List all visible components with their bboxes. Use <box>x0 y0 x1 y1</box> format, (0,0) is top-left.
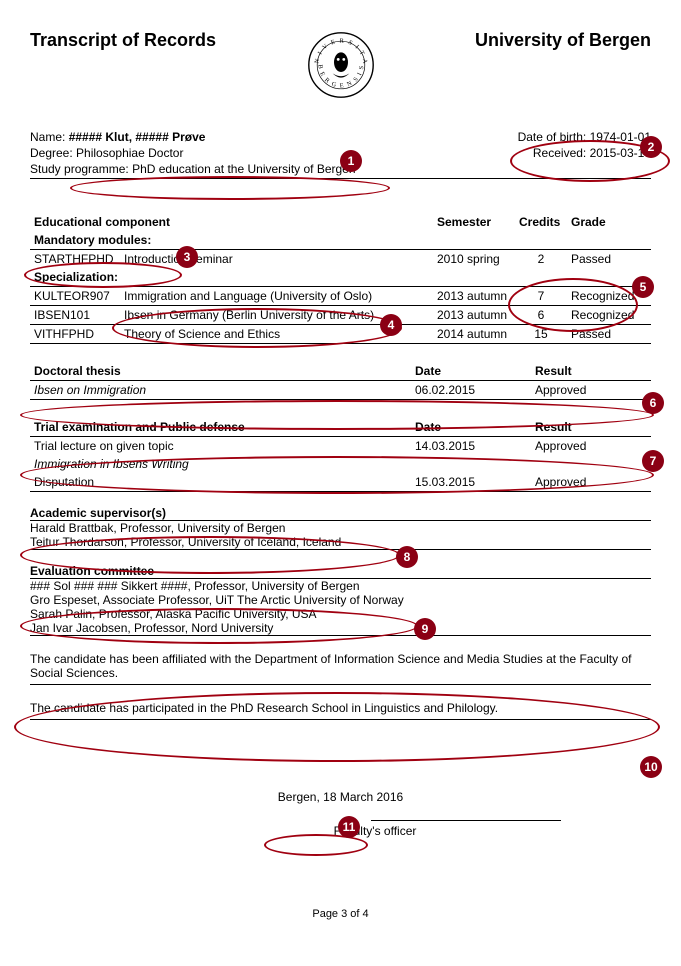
defense-row-label: Trial lecture on given topic <box>30 437 411 456</box>
mod-credits: 6 <box>515 306 567 325</box>
page-footer: Page 3 of 4 <box>30 908 651 920</box>
committee-member: Gro Espeset, Associate Professor, UiT Th… <box>30 593 651 607</box>
mod-title: Introduction seminar <box>120 250 433 269</box>
mandatory-heading: Mandatory modules: <box>30 231 651 250</box>
sig-date: 18 March 2016 <box>323 790 403 804</box>
programme-label: Study programme: <box>30 162 129 176</box>
sig-place: Bergen, <box>278 790 320 804</box>
modules-table: Educational component Semester Credits G… <box>30 213 651 344</box>
defense-row-result: Approved <box>531 473 651 492</box>
student-info: Name: ##### Klut, ##### Prøve Date of bi… <box>30 130 651 179</box>
name-value: ##### Klut, ##### Prøve <box>69 130 206 144</box>
thesis-title: Ibsen on Immigration <box>30 381 411 400</box>
defense-row-date: 15.03.2015 <box>411 473 531 492</box>
university-seal: U N I V E R S I T A S B E R G E N S I S <box>306 30 376 100</box>
dob-label: Date of birth: <box>518 130 587 144</box>
university-name: University of Bergen <box>376 30 652 51</box>
thesis-heading: Doctoral thesis <box>30 362 411 381</box>
col-component: Educational component <box>30 213 433 231</box>
specialization-heading: Specialization: <box>30 268 651 287</box>
thesis-date: 06.02.2015 <box>411 381 531 400</box>
col-semester: Semester <box>433 213 515 231</box>
header: Transcript of Records U N I V E R S I T … <box>30 30 651 100</box>
received-label: Received: <box>533 146 586 160</box>
mod-semester: 2014 autumn <box>433 325 515 344</box>
thesis-table: Doctoral thesis Date Result Ibsen on Imm… <box>30 362 651 400</box>
mod-grade: Recognized <box>567 306 651 325</box>
mod-semester: 2013 autumn <box>433 306 515 325</box>
col-grade: Grade <box>567 213 651 231</box>
defense-result-col: Result <box>531 418 651 437</box>
mod-code: KULTEOR907 <box>30 287 120 306</box>
mod-code: VITHFPHD <box>30 325 120 344</box>
mod-grade: Passed <box>567 325 651 344</box>
mod-credits: 2 <box>515 250 567 269</box>
defense-row-label: Disputation <box>30 473 411 492</box>
supervisor: Teitur Thordarson, Professor, University… <box>30 535 651 550</box>
mod-title: Theory of Science and Ethics <box>120 325 433 344</box>
sig-officer: Faculty's officer <box>280 824 470 838</box>
mod-semester: 2013 autumn <box>433 287 515 306</box>
defense-row-date <box>411 455 531 473</box>
participation-text: The candidate has participated in the Ph… <box>30 701 651 715</box>
mod-title: Immigration and Language (University of … <box>120 287 433 306</box>
mod-title: Ibsen in Germany (Berlin University of t… <box>120 306 433 325</box>
supervisor: Harald Brattbak, Professor, University o… <box>30 521 651 535</box>
affiliation-text: The candidate has been affiliated with t… <box>30 652 651 680</box>
supervisors-heading: Academic supervisor(s) <box>30 506 651 521</box>
mod-credits: 7 <box>515 287 567 306</box>
programme-value: PhD education at the University of Berge… <box>132 162 355 176</box>
signature-block: Bergen, 18 March 2016 Faculty's officer <box>30 790 651 838</box>
thesis-result: Approved <box>531 381 651 400</box>
committee-member: Jan Ivar Jacobsen, Professor, Nord Unive… <box>30 621 651 636</box>
defense-row-result <box>531 455 651 473</box>
dob-value: 1974-01-01 <box>590 130 651 144</box>
defense-row-label: Immigration in Ibsens Writing <box>30 455 411 473</box>
defense-heading: Trial examination and Public defense <box>30 418 411 437</box>
defense-table: Trial examination and Public defense Dat… <box>30 418 651 492</box>
document-page: Transcript of Records U N I V E R S I T … <box>0 0 681 940</box>
mod-credits: 15 <box>515 325 567 344</box>
thesis-result-col: Result <box>531 362 651 381</box>
name-label: Name: <box>30 130 65 144</box>
supervisors-block: Academic supervisor(s) Harald Brattbak, … <box>30 506 651 550</box>
committee-member: ### Sol ### ### Sikkert ####, Professor,… <box>30 579 651 593</box>
mod-grade: Recognized <box>567 287 651 306</box>
degree-value: Philosophiae Doctor <box>76 146 183 160</box>
defense-row-result: Approved <box>531 437 651 456</box>
transcript-title: Transcript of Records <box>30 30 306 51</box>
mod-code: IBSEN101 <box>30 306 120 325</box>
mod-grade: Passed <box>567 250 651 269</box>
committee-member: Sarah Palin, Professor, Alaska Pacific U… <box>30 607 651 621</box>
defense-date-col: Date <box>411 418 531 437</box>
committee-heading: Evaluation committee <box>30 564 651 579</box>
received-value: 2015-03-15 <box>590 146 651 160</box>
defense-row-date: 14.03.2015 <box>411 437 531 456</box>
mod-code: STARTHFPHD <box>30 250 120 269</box>
degree-label: Degree: <box>30 146 73 160</box>
committee-block: Evaluation committee ### Sol ### ### Sik… <box>30 564 651 636</box>
col-credits: Credits <box>515 213 567 231</box>
mod-semester: 2010 spring <box>433 250 515 269</box>
thesis-date-col: Date <box>411 362 531 381</box>
